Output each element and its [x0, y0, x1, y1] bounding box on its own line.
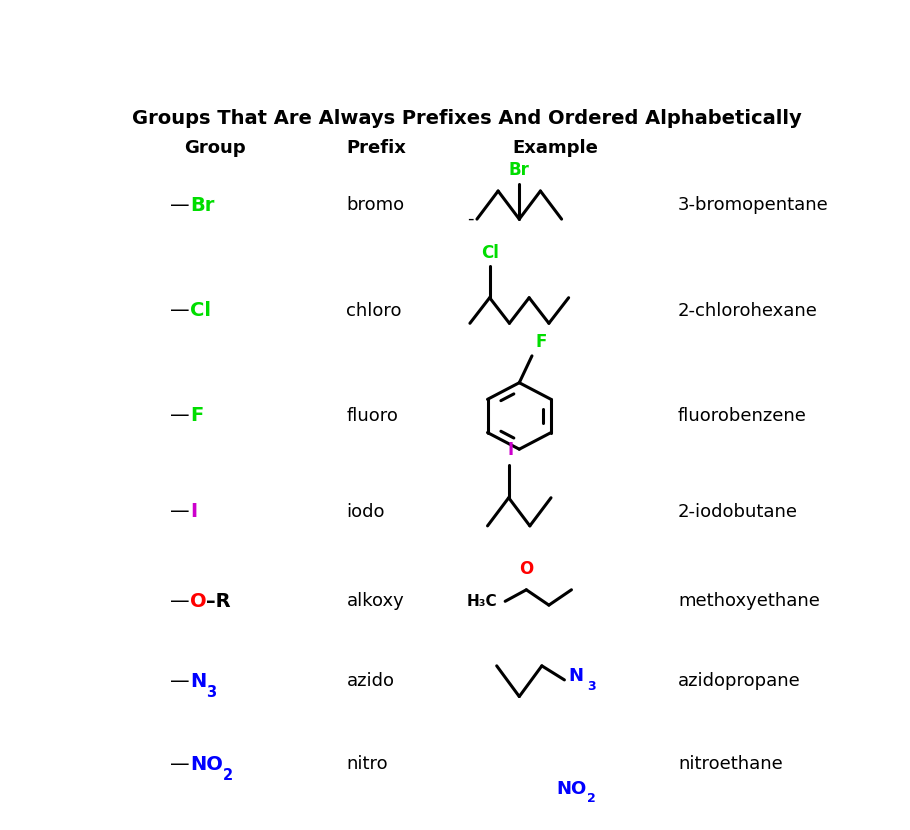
Text: Group: Group [184, 139, 246, 157]
Text: F: F [535, 333, 547, 351]
Text: F: F [190, 407, 203, 426]
Text: I: I [190, 502, 197, 521]
Text: alkoxy: alkoxy [347, 593, 404, 610]
Text: —: — [170, 754, 190, 774]
Text: 2-iodobutane: 2-iodobutane [678, 503, 798, 520]
Text: methoxyethane: methoxyethane [678, 593, 820, 610]
Text: fluoro: fluoro [347, 407, 399, 425]
Text: O: O [190, 592, 207, 611]
Text: 3-bromopentane: 3-bromopentane [678, 196, 829, 214]
Text: —: — [170, 592, 190, 611]
Text: nitroethane: nitroethane [678, 755, 783, 774]
Text: iodo: iodo [347, 503, 385, 520]
Text: Br: Br [190, 196, 214, 214]
Text: Cl: Cl [190, 301, 211, 320]
Text: -: - [467, 210, 473, 228]
Text: —: — [170, 196, 190, 214]
Text: H₃C: H₃C [466, 593, 497, 608]
Text: 3: 3 [588, 680, 596, 693]
Text: NO: NO [557, 779, 587, 798]
Text: bromo: bromo [347, 196, 405, 214]
Text: azidopropane: azidopropane [678, 672, 801, 691]
Text: –R: –R [207, 592, 231, 611]
Text: Groups That Are Always Prefixes And Ordered Alphabetically: Groups That Are Always Prefixes And Orde… [132, 110, 801, 128]
Text: I: I [508, 442, 514, 460]
Text: N: N [568, 667, 583, 685]
Text: —: — [170, 407, 190, 426]
Text: Example: Example [512, 139, 598, 157]
Text: 2: 2 [587, 793, 596, 805]
Text: O: O [520, 560, 533, 579]
Text: —: — [170, 301, 190, 320]
Text: Prefix: Prefix [347, 139, 407, 157]
Text: Cl: Cl [480, 244, 499, 262]
Text: NO: NO [190, 754, 223, 774]
Text: —: — [170, 671, 190, 691]
Text: nitro: nitro [347, 755, 388, 774]
Text: Br: Br [509, 162, 530, 179]
Text: chloro: chloro [347, 301, 402, 320]
Text: 2: 2 [223, 769, 233, 784]
Text: 2-chlorohexane: 2-chlorohexane [678, 301, 818, 320]
Text: azido: azido [347, 672, 394, 691]
Text: —: — [170, 502, 190, 521]
Text: N: N [190, 671, 206, 691]
Text: 3: 3 [206, 686, 217, 701]
Text: fluorobenzene: fluorobenzene [678, 407, 807, 425]
